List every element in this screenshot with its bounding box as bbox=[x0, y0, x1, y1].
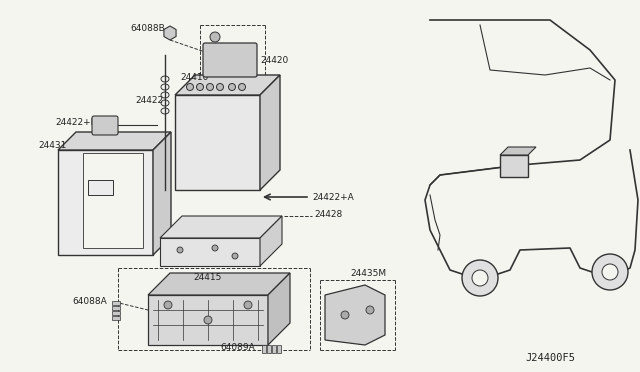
Circle shape bbox=[204, 316, 212, 324]
Circle shape bbox=[177, 247, 183, 253]
Text: 24422: 24422 bbox=[135, 96, 163, 105]
Circle shape bbox=[366, 306, 374, 314]
Circle shape bbox=[216, 83, 223, 90]
FancyBboxPatch shape bbox=[203, 43, 257, 77]
Circle shape bbox=[462, 260, 498, 296]
Polygon shape bbox=[153, 132, 171, 255]
Text: 24415: 24415 bbox=[193, 273, 221, 282]
FancyBboxPatch shape bbox=[272, 345, 276, 353]
Circle shape bbox=[472, 270, 488, 286]
FancyBboxPatch shape bbox=[262, 345, 266, 353]
Circle shape bbox=[232, 253, 238, 259]
Text: 24422+B: 24422+B bbox=[55, 118, 97, 126]
FancyBboxPatch shape bbox=[148, 295, 268, 345]
Text: 24410: 24410 bbox=[180, 73, 209, 81]
Polygon shape bbox=[268, 273, 290, 345]
Text: 24420: 24420 bbox=[260, 55, 288, 64]
Polygon shape bbox=[148, 273, 290, 295]
FancyBboxPatch shape bbox=[88, 180, 113, 195]
Circle shape bbox=[207, 83, 214, 90]
Polygon shape bbox=[160, 216, 282, 238]
Polygon shape bbox=[260, 216, 282, 266]
Polygon shape bbox=[175, 75, 280, 95]
Polygon shape bbox=[325, 285, 385, 345]
FancyBboxPatch shape bbox=[277, 345, 281, 353]
FancyBboxPatch shape bbox=[112, 306, 120, 310]
Text: 24435M: 24435M bbox=[350, 269, 386, 278]
FancyBboxPatch shape bbox=[112, 316, 120, 320]
Circle shape bbox=[212, 245, 218, 251]
Text: 64088A: 64088A bbox=[72, 298, 107, 307]
Circle shape bbox=[228, 83, 236, 90]
Text: 64089A: 64089A bbox=[220, 343, 255, 353]
FancyBboxPatch shape bbox=[267, 345, 271, 353]
FancyBboxPatch shape bbox=[92, 116, 118, 135]
Polygon shape bbox=[58, 132, 171, 150]
Polygon shape bbox=[260, 75, 280, 190]
Circle shape bbox=[210, 32, 220, 42]
FancyBboxPatch shape bbox=[500, 155, 528, 177]
FancyBboxPatch shape bbox=[175, 95, 260, 190]
Circle shape bbox=[239, 83, 246, 90]
Circle shape bbox=[592, 254, 628, 290]
Text: 64088B: 64088B bbox=[130, 23, 164, 32]
Circle shape bbox=[164, 301, 172, 309]
Text: J24400F5: J24400F5 bbox=[525, 353, 575, 363]
FancyBboxPatch shape bbox=[83, 153, 143, 248]
Circle shape bbox=[244, 301, 252, 309]
Text: 24422+A: 24422+A bbox=[312, 192, 354, 202]
Text: 24431: 24431 bbox=[38, 141, 67, 150]
Text: 24428: 24428 bbox=[314, 209, 342, 218]
FancyBboxPatch shape bbox=[112, 311, 120, 315]
Polygon shape bbox=[500, 147, 536, 155]
FancyBboxPatch shape bbox=[160, 238, 260, 266]
Circle shape bbox=[602, 264, 618, 280]
Circle shape bbox=[341, 311, 349, 319]
FancyBboxPatch shape bbox=[58, 150, 153, 255]
Circle shape bbox=[186, 83, 193, 90]
Circle shape bbox=[196, 83, 204, 90]
FancyBboxPatch shape bbox=[112, 301, 120, 305]
